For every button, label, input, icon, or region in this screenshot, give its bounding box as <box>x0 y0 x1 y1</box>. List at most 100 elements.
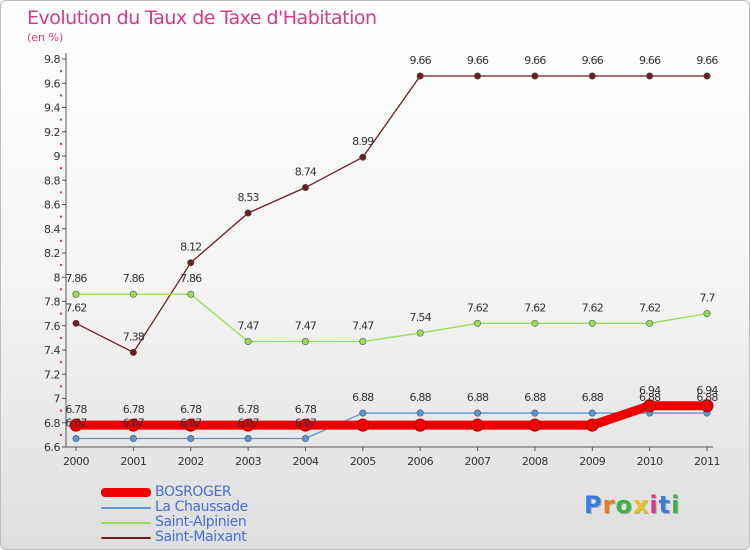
data-label: 7.62 <box>524 301 545 314</box>
data-point <box>588 409 596 417</box>
data-point <box>471 418 485 432</box>
x-tick-label: 2003 <box>235 455 261 468</box>
data-label: 6.67 <box>123 417 145 430</box>
data-label: 7.38 <box>123 330 145 343</box>
data-label: 7.47 <box>295 320 317 333</box>
data-point <box>703 310 711 318</box>
data-point <box>646 319 654 327</box>
data-point <box>244 209 252 217</box>
y-minor-tick <box>60 336 62 339</box>
data-point <box>129 348 137 356</box>
data-point <box>244 435 252 443</box>
data-label: 6.78 <box>295 403 317 416</box>
y-tick-label: 7.4 <box>44 344 60 357</box>
legend-label: La Chaussade <box>155 499 248 515</box>
y-tick-label: 8 <box>54 271 61 284</box>
y-tick-label: 7 <box>54 393 61 406</box>
y-minor-tick <box>60 167 62 170</box>
data-point <box>187 435 195 443</box>
data-point <box>72 319 80 327</box>
y-tick-label: 9.6 <box>44 77 60 90</box>
x-tick-label: 2005 <box>350 455 376 468</box>
data-label: 6.67 <box>295 417 317 430</box>
data-point <box>359 338 367 346</box>
data-point <box>301 435 309 443</box>
data-point <box>416 409 424 417</box>
data-label: 7.7 <box>699 292 715 305</box>
data-point <box>244 338 252 346</box>
data-label: 6.78 <box>237 403 259 416</box>
data-point <box>474 409 482 417</box>
data-point <box>184 418 198 432</box>
data-label: 8.74 <box>295 166 317 179</box>
data-point <box>187 290 195 298</box>
data-point <box>413 418 427 432</box>
data-label: 6.94 <box>639 384 661 397</box>
y-minor-tick <box>60 409 62 412</box>
legend-swatch <box>101 488 151 497</box>
proxiti-logo: Proxiti <box>584 491 681 519</box>
y-tick-label: 7.6 <box>44 320 60 333</box>
y-minor-tick <box>60 142 62 145</box>
data-point <box>585 418 599 432</box>
chart-unit-label: (en %) <box>27 31 64 44</box>
data-label: 6.67 <box>237 417 259 430</box>
data-point <box>531 319 539 327</box>
y-minor-tick <box>60 312 62 315</box>
x-tick-label: 2000 <box>63 455 89 468</box>
data-label: 7.86 <box>180 272 202 285</box>
legend-swatch <box>101 537 151 539</box>
x-tick-label: 2006 <box>407 455 433 468</box>
x-tick-label: 2001 <box>120 455 146 468</box>
data-label: 7.47 <box>352 320 374 333</box>
data-label: 7.47 <box>237 320 259 333</box>
data-label: 8.12 <box>180 241 201 254</box>
y-tick-label: 6.8 <box>44 417 60 430</box>
y-tick-label: 8.4 <box>44 223 60 236</box>
data-point <box>531 409 539 417</box>
data-label: 9.66 <box>524 54 546 67</box>
data-point <box>301 184 309 192</box>
y-minor-tick <box>60 264 62 267</box>
y-tick-label: 9 <box>54 150 61 163</box>
data-label: 6.88 <box>582 391 604 404</box>
data-label: 7.86 <box>65 272 87 285</box>
data-point <box>129 435 137 443</box>
data-label: 7.54 <box>410 311 432 324</box>
x-tick-label: 2002 <box>178 455 204 468</box>
data-point <box>72 435 80 443</box>
data-label: 6.88 <box>467 391 489 404</box>
data-point <box>241 418 255 432</box>
data-point <box>643 399 657 413</box>
data-point <box>531 72 539 80</box>
x-tick-label: 2008 <box>522 455 548 468</box>
y-tick-label: 7.2 <box>44 368 60 381</box>
data-label: 9.66 <box>410 54 432 67</box>
data-label: 6.94 <box>696 384 718 397</box>
data-label: 8.99 <box>352 135 374 148</box>
series-line-saint-maixant <box>75 75 708 354</box>
data-point <box>187 259 195 267</box>
y-minor-tick <box>60 239 62 242</box>
y-minor-tick <box>60 70 62 73</box>
legend-swatch <box>101 507 151 509</box>
y-minor-tick <box>60 361 62 364</box>
y-minor-tick <box>60 191 62 194</box>
data-point <box>528 418 542 432</box>
y-tick-label: 8.2 <box>44 247 60 260</box>
data-label: 6.78 <box>180 403 202 416</box>
x-tick-label: 2007 <box>465 455 491 468</box>
y-minor-tick <box>60 118 62 121</box>
y-minor-tick <box>60 385 62 388</box>
data-label: 6.88 <box>696 391 718 404</box>
data-label: 8.53 <box>237 191 259 204</box>
y-tick-label: 6.6 <box>44 441 60 454</box>
y-tick-label: 9.8 <box>44 53 60 66</box>
x-tick-label: 2009 <box>579 455 605 468</box>
y-tick-label: 8.8 <box>44 174 60 187</box>
data-point <box>301 338 309 346</box>
legend-label: Saint-Maixant <box>155 529 247 545</box>
data-label: 9.66 <box>639 54 661 67</box>
